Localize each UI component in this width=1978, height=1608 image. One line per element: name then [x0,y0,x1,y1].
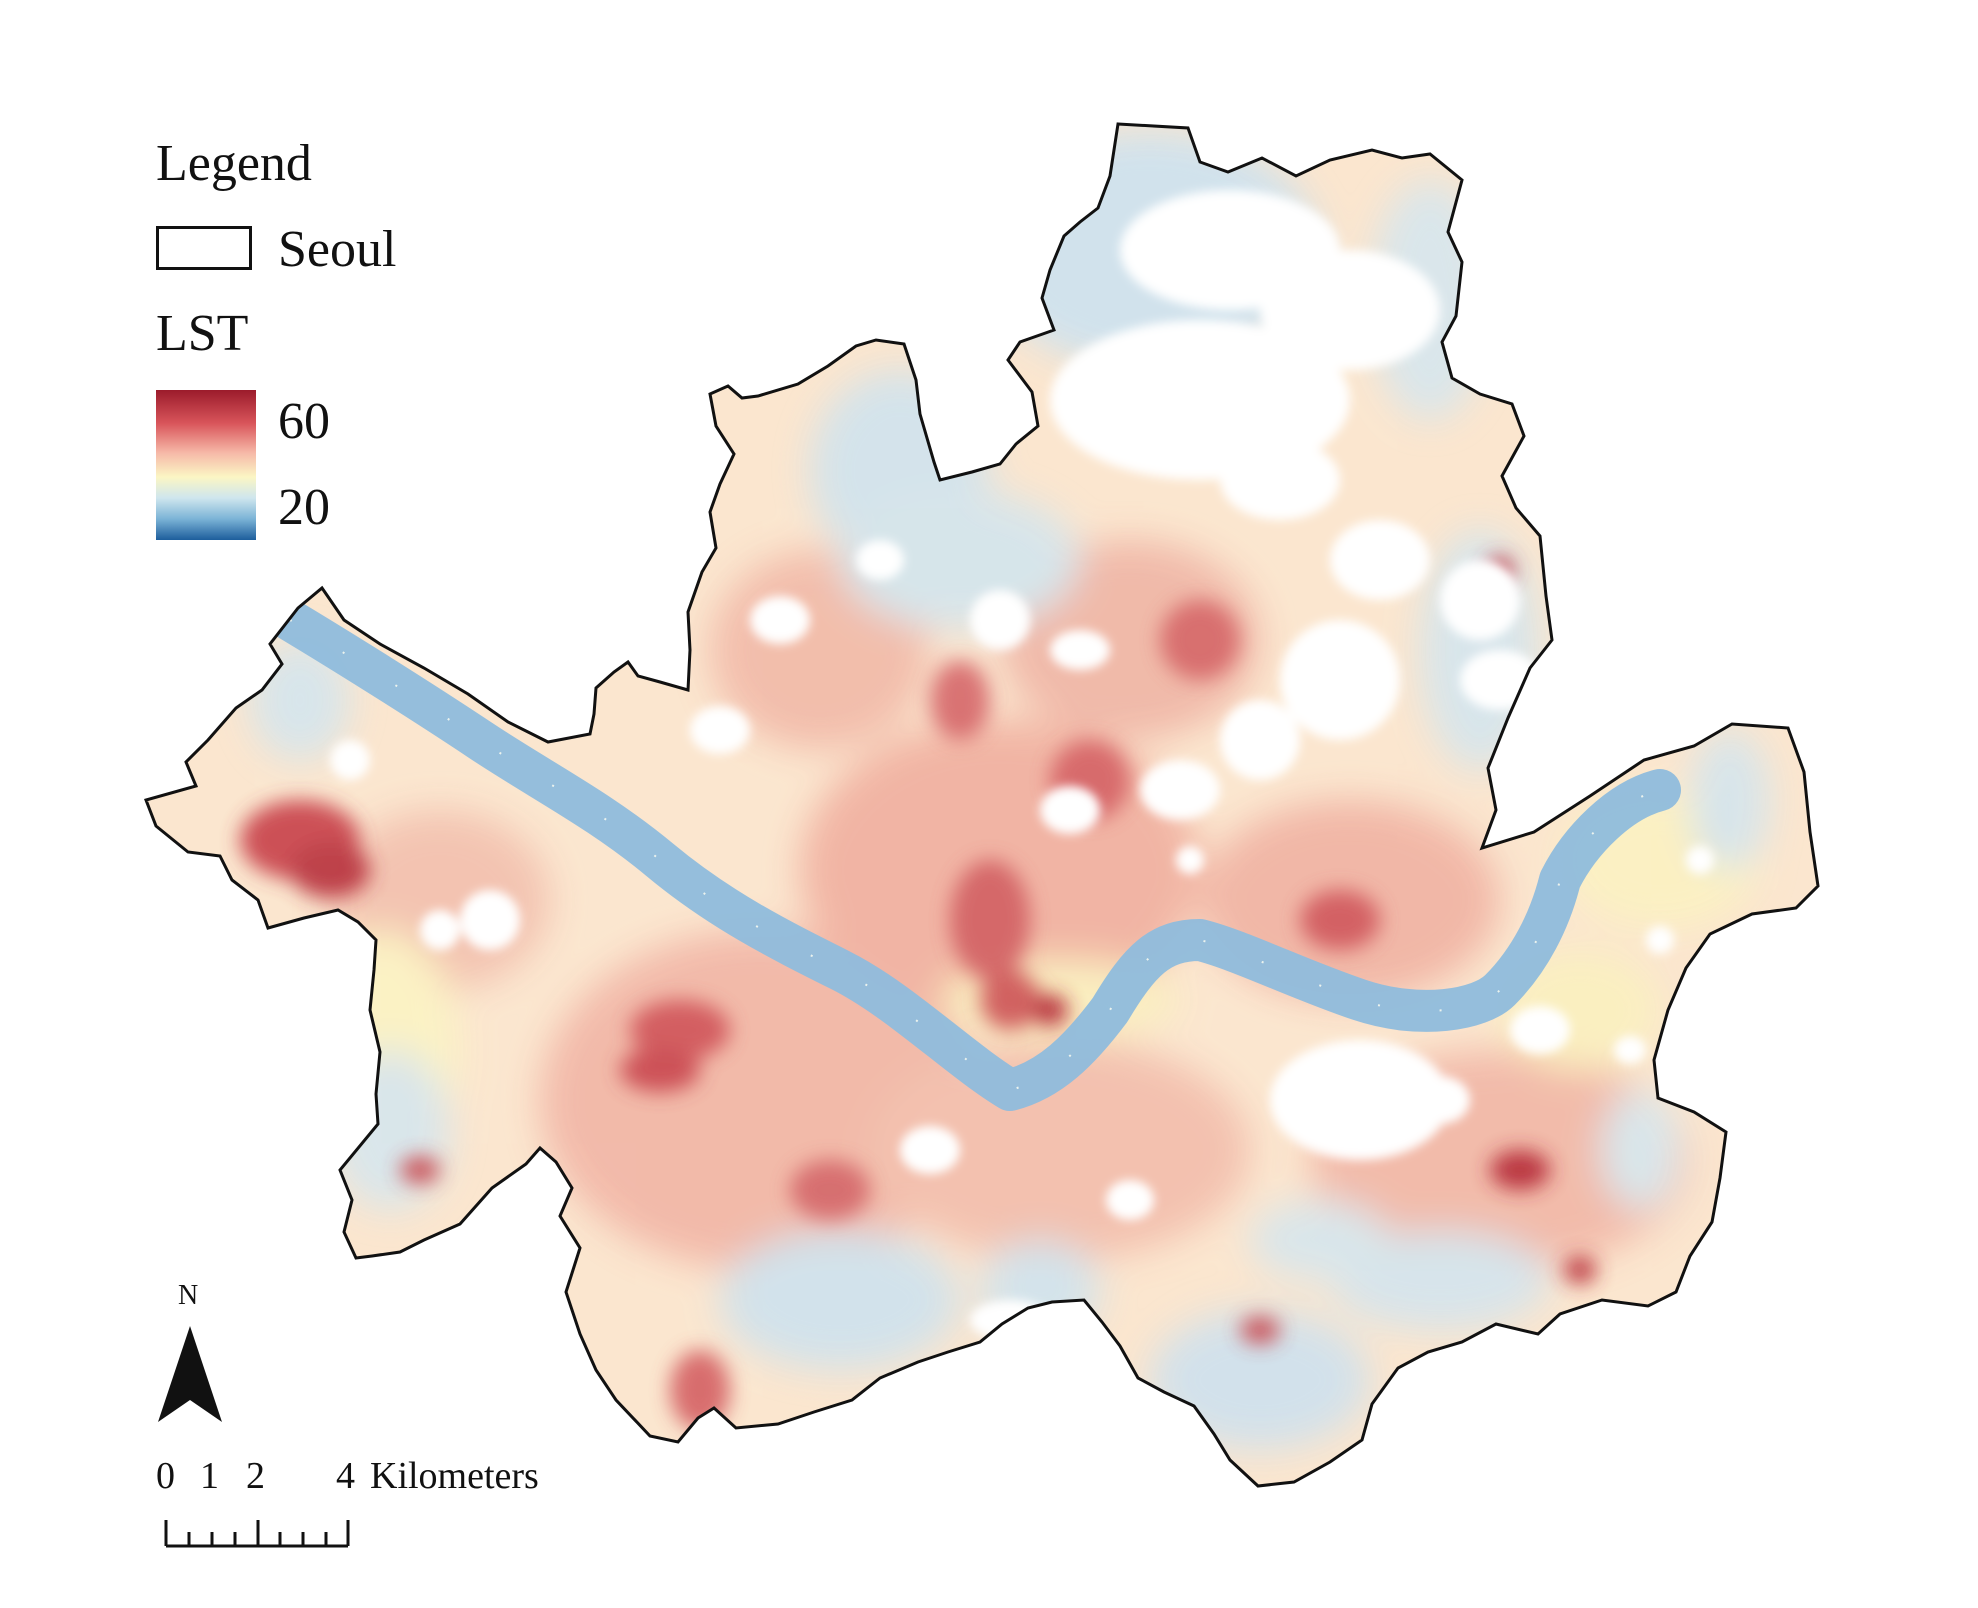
scale-bar-graphic [164,1520,350,1548]
north-label: N [178,1280,199,1311]
seoul-boundary-swatch [156,226,252,270]
scale-tick-label: 4 [336,1455,355,1497]
scale-unit-label: Kilometers [370,1455,539,1497]
north-arrow-icon [158,1326,222,1422]
lst-layer-title: LST [156,305,249,362]
han-river [269,599,1681,1111]
scale-tick-label: 1 [200,1455,219,1497]
lst-color-ramp [156,390,256,540]
seoul-boundary-label: Seoul [278,221,397,278]
scale-tick-label: 0 [156,1455,175,1497]
lst-ramp-min-label: 20 [278,479,330,536]
lst-ramp-max-label: 60 [278,393,330,450]
legend-title: Legend [156,135,312,192]
scale-tick-label: 2 [246,1455,265,1497]
